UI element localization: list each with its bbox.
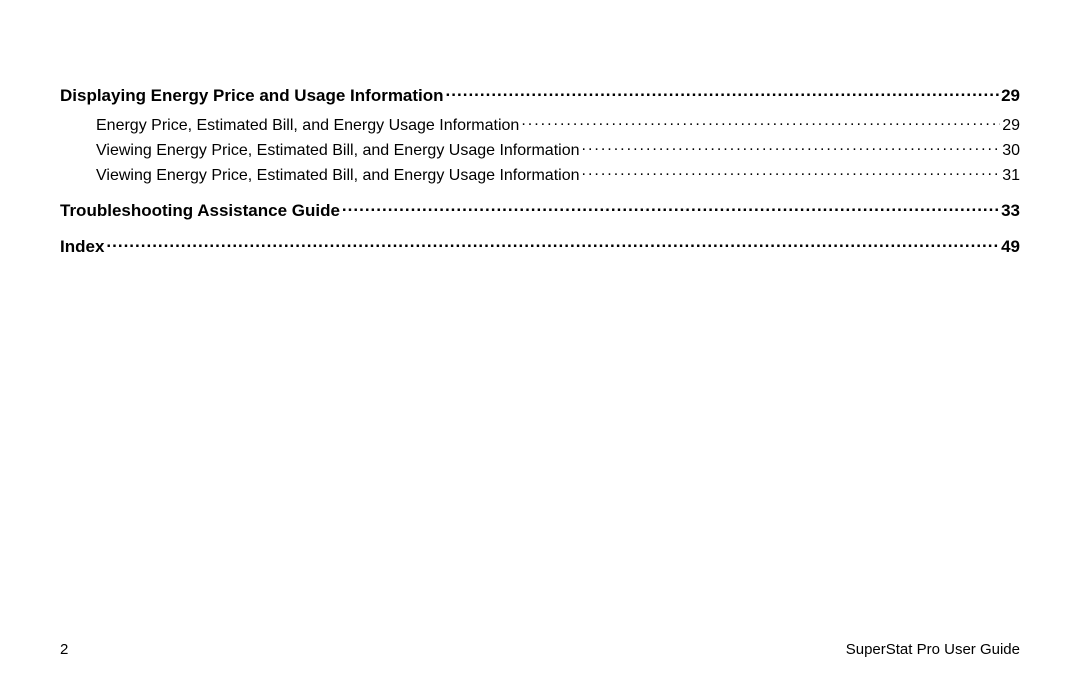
toc-title: Viewing Energy Price, Estimated Bill, an… (96, 142, 580, 160)
toc-leader (521, 114, 1000, 130)
toc-page: 31 (1002, 167, 1020, 185)
toc-entry-sub: Energy Price, Estimated Bill, and Energy… (60, 114, 1020, 135)
toc-leader (582, 164, 1001, 180)
toc-leader (582, 139, 1001, 155)
toc-entry-main: Index 49 (60, 235, 1020, 257)
toc-entry-sub: Viewing Energy Price, Estimated Bill, an… (60, 164, 1020, 185)
page-footer: 2 SuperStat Pro User Guide (60, 641, 1020, 658)
toc-page: 29 (1002, 117, 1020, 135)
toc-title: Viewing Energy Price, Estimated Bill, an… (96, 167, 580, 185)
toc-page: 29 (1001, 86, 1020, 106)
toc-title: Troubleshooting Assistance Guide (60, 201, 340, 221)
toc-page: 33 (1001, 201, 1020, 221)
toc-entry-main: Troubleshooting Assistance Guide 33 (60, 199, 1020, 221)
toc-page: 49 (1001, 237, 1020, 257)
toc-title: Energy Price, Estimated Bill, and Energy… (96, 117, 519, 135)
toc-leader (106, 235, 999, 252)
guide-title: SuperStat Pro User Guide (846, 641, 1020, 658)
toc-title: Displaying Energy Price and Usage Inform… (60, 86, 444, 106)
page-number: 2 (60, 641, 68, 658)
toc-entry-sub: Viewing Energy Price, Estimated Bill, an… (60, 139, 1020, 160)
toc-leader (446, 84, 1000, 101)
toc-leader (342, 199, 999, 216)
toc-title: Index (60, 237, 104, 257)
toc-page: 30 (1002, 142, 1020, 160)
table-of-contents: Displaying Energy Price and Usage Inform… (60, 84, 1020, 257)
toc-entry-main: Displaying Energy Price and Usage Inform… (60, 84, 1020, 106)
